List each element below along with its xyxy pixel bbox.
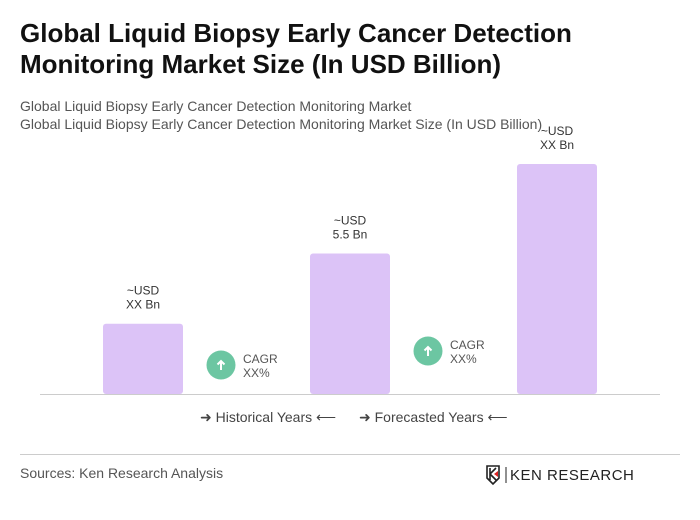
data-label: 5.5 Bn xyxy=(333,227,368,241)
data-label: ~USD xyxy=(334,213,367,227)
cagr-label: CAGR xyxy=(243,352,278,366)
legend-forecast-label: Forecasted Years xyxy=(374,409,484,425)
data-label: ~USD xyxy=(127,284,160,298)
legend-forecast: ➜ Forecasted Years ⟵ xyxy=(359,409,508,425)
cagr-label: XX% xyxy=(243,366,270,380)
cagr-label: XX% xyxy=(450,352,477,366)
data-label: XX Bn xyxy=(540,138,574,152)
bar xyxy=(517,164,597,394)
bar xyxy=(103,323,183,394)
data-label: XX Bn xyxy=(126,298,160,312)
legend-historical-label: Historical Years xyxy=(215,409,313,425)
divider xyxy=(20,454,680,455)
arrow-up-icon xyxy=(216,359,226,370)
page-title: Global Liquid Biopsy Early Cancer Detect… xyxy=(20,18,572,79)
arrow-up-icon xyxy=(423,345,433,356)
cagr-label: CAGR xyxy=(450,338,485,352)
data-label: ~USD xyxy=(541,124,574,138)
subtitle-2: Global Liquid Biopsy Early Cancer Detect… xyxy=(20,116,543,132)
bar xyxy=(310,253,390,394)
legend-historical: ➜ Historical Years ⟵ xyxy=(200,409,337,425)
subtitle: Global Liquid Biopsy Early Cancer Detect… xyxy=(20,98,412,114)
ken-research-logo: KEN RESEARCH xyxy=(486,464,656,491)
svg-text:KEN RESEARCH: KEN RESEARCH xyxy=(510,467,634,484)
sources: Sources: Ken Research Analysis xyxy=(20,465,224,481)
